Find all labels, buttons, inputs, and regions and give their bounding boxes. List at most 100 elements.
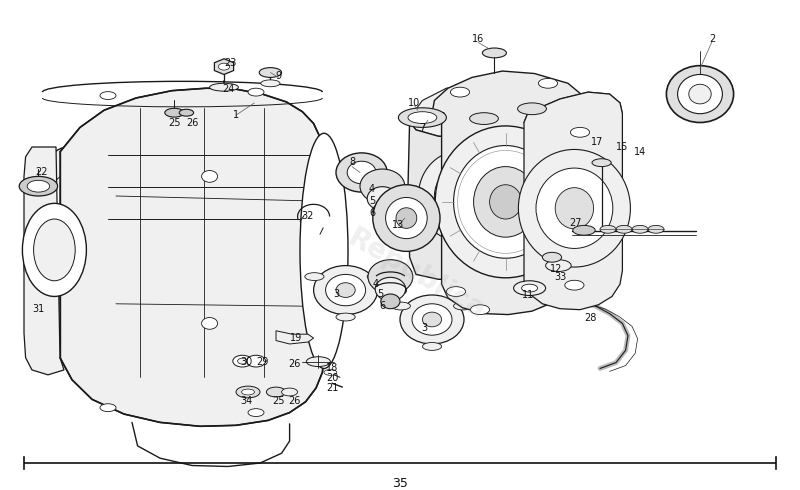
Ellipse shape — [306, 357, 330, 367]
Text: 31: 31 — [32, 304, 45, 314]
Text: 26: 26 — [288, 396, 301, 406]
Ellipse shape — [573, 225, 595, 235]
Ellipse shape — [616, 225, 632, 233]
Ellipse shape — [202, 171, 218, 182]
Ellipse shape — [400, 295, 464, 344]
Text: 18: 18 — [326, 364, 338, 373]
Ellipse shape — [19, 176, 58, 196]
Ellipse shape — [536, 168, 613, 248]
Ellipse shape — [210, 83, 238, 91]
Ellipse shape — [450, 87, 470, 97]
Ellipse shape — [266, 387, 286, 397]
Polygon shape — [214, 59, 234, 74]
Ellipse shape — [242, 389, 254, 395]
Text: 2: 2 — [709, 34, 715, 44]
Ellipse shape — [305, 272, 324, 280]
Text: Republica: Republica — [342, 224, 490, 325]
Ellipse shape — [546, 260, 571, 271]
Text: 26: 26 — [288, 359, 301, 368]
Polygon shape — [24, 147, 64, 375]
Ellipse shape — [454, 302, 473, 310]
Text: 35: 35 — [392, 477, 408, 490]
Ellipse shape — [381, 294, 400, 309]
Ellipse shape — [555, 188, 594, 229]
Ellipse shape — [373, 203, 392, 218]
Ellipse shape — [482, 48, 506, 58]
Text: 28: 28 — [584, 313, 597, 322]
Text: 23: 23 — [224, 58, 237, 68]
Ellipse shape — [592, 159, 611, 167]
Ellipse shape — [422, 343, 442, 350]
Ellipse shape — [522, 284, 538, 292]
Ellipse shape — [27, 180, 50, 192]
Ellipse shape — [474, 167, 538, 237]
Polygon shape — [60, 88, 324, 426]
Text: 33: 33 — [554, 272, 566, 282]
Ellipse shape — [282, 388, 298, 396]
Polygon shape — [442, 86, 590, 153]
Ellipse shape — [22, 203, 86, 296]
Ellipse shape — [367, 187, 398, 210]
Text: 6: 6 — [369, 208, 375, 218]
Ellipse shape — [470, 305, 490, 315]
Ellipse shape — [218, 63, 230, 70]
Text: 14: 14 — [634, 147, 646, 157]
Ellipse shape — [418, 151, 502, 241]
Ellipse shape — [233, 355, 252, 367]
Ellipse shape — [454, 146, 558, 258]
Ellipse shape — [326, 274, 366, 306]
Ellipse shape — [347, 161, 376, 184]
Ellipse shape — [391, 302, 410, 310]
Text: 34: 34 — [240, 396, 253, 406]
Ellipse shape — [24, 147, 112, 363]
Ellipse shape — [600, 225, 616, 233]
Ellipse shape — [518, 149, 630, 267]
Ellipse shape — [434, 168, 486, 224]
Text: 22: 22 — [35, 168, 48, 177]
Polygon shape — [432, 71, 590, 315]
Text: 3: 3 — [421, 323, 427, 333]
Ellipse shape — [261, 80, 280, 87]
Ellipse shape — [360, 169, 405, 203]
Text: 5: 5 — [377, 289, 383, 299]
Ellipse shape — [386, 197, 427, 239]
Ellipse shape — [368, 260, 413, 294]
Polygon shape — [524, 92, 622, 138]
Ellipse shape — [100, 92, 116, 99]
Ellipse shape — [314, 266, 378, 315]
Text: 4: 4 — [369, 184, 375, 194]
Text: 10: 10 — [408, 98, 421, 108]
Text: 15: 15 — [616, 142, 629, 152]
Text: 30: 30 — [240, 357, 253, 367]
Text: 24: 24 — [222, 84, 234, 94]
Polygon shape — [408, 113, 512, 279]
Text: 1: 1 — [233, 110, 239, 120]
Polygon shape — [524, 92, 622, 310]
Ellipse shape — [236, 386, 260, 398]
Ellipse shape — [570, 127, 590, 137]
Ellipse shape — [367, 272, 386, 280]
Text: 25: 25 — [272, 396, 285, 406]
Text: 26: 26 — [186, 118, 198, 127]
Text: 20: 20 — [326, 373, 338, 383]
Ellipse shape — [448, 183, 472, 209]
Ellipse shape — [666, 66, 734, 122]
Ellipse shape — [398, 108, 446, 127]
Ellipse shape — [336, 313, 355, 321]
Ellipse shape — [336, 283, 355, 297]
Text: 32: 32 — [302, 211, 314, 220]
Ellipse shape — [632, 225, 648, 233]
Ellipse shape — [514, 281, 546, 295]
Ellipse shape — [396, 208, 417, 228]
Ellipse shape — [336, 153, 387, 192]
Ellipse shape — [300, 133, 348, 368]
Ellipse shape — [648, 225, 664, 233]
Ellipse shape — [408, 112, 437, 123]
Ellipse shape — [373, 185, 440, 251]
Ellipse shape — [100, 404, 116, 412]
Text: 21: 21 — [326, 383, 338, 393]
Ellipse shape — [202, 318, 218, 329]
Ellipse shape — [422, 312, 442, 327]
Ellipse shape — [324, 369, 337, 375]
Text: 7: 7 — [419, 123, 426, 133]
